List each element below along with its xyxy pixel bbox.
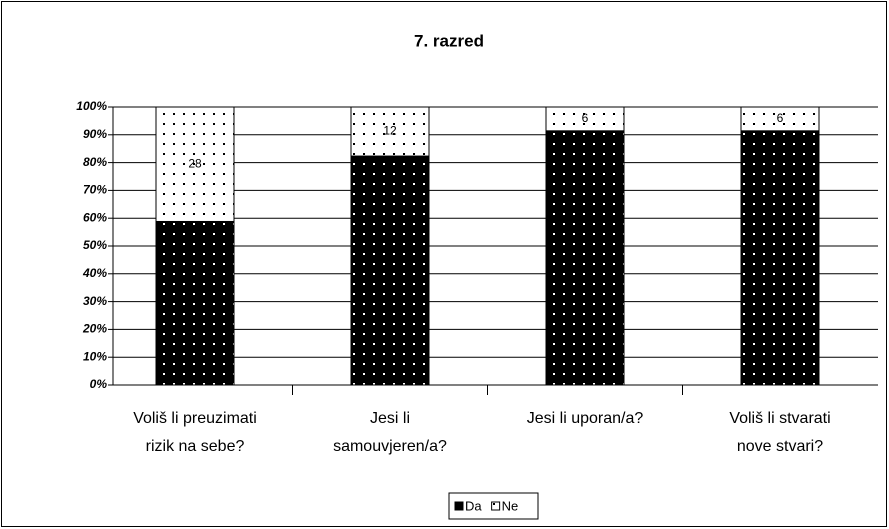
y-tick-label: 10% xyxy=(83,349,107,363)
y-tick-label: 0% xyxy=(90,377,108,391)
x-tick-label: Voliš li preuzimati rizik na sebe? xyxy=(133,410,257,455)
bar-segment xyxy=(740,130,820,386)
y-tick-label: 30% xyxy=(83,294,107,308)
legend-swatch xyxy=(454,501,464,511)
bar-segment xyxy=(155,106,235,222)
bar-segment xyxy=(545,130,625,386)
x-tick-label: Jesi li uporan/a? xyxy=(526,410,644,427)
y-tick-label: 90% xyxy=(83,127,107,141)
legend-swatch xyxy=(491,501,501,511)
y-tick-label: 50% xyxy=(83,238,107,252)
data-label: 12 xyxy=(383,124,397,138)
x-tick-label: Jesi li samouvjeren/a? xyxy=(333,410,447,455)
bar-segment xyxy=(155,220,235,386)
data-label: 6 xyxy=(582,111,589,125)
data-label: 6 xyxy=(777,111,784,125)
legend-label: Da xyxy=(465,498,482,513)
y-tick-label: 40% xyxy=(82,266,107,280)
bar-segment xyxy=(740,106,820,132)
y-tick-label: 70% xyxy=(83,183,107,197)
bar-segment xyxy=(350,106,430,157)
y-tick-label: 20% xyxy=(82,322,107,336)
bar-segment xyxy=(350,155,430,386)
data-label: 28 xyxy=(188,156,202,170)
y-tick-label: 100% xyxy=(76,99,107,113)
x-tick-label: Voliš li stvarati nove stvari? xyxy=(729,410,831,455)
chart-title: 7. razred xyxy=(414,31,484,50)
legend-label: Ne xyxy=(502,498,519,513)
y-tick-label: 60% xyxy=(83,210,107,224)
y-tick-label: 80% xyxy=(83,155,107,169)
bar-segment xyxy=(545,106,625,132)
